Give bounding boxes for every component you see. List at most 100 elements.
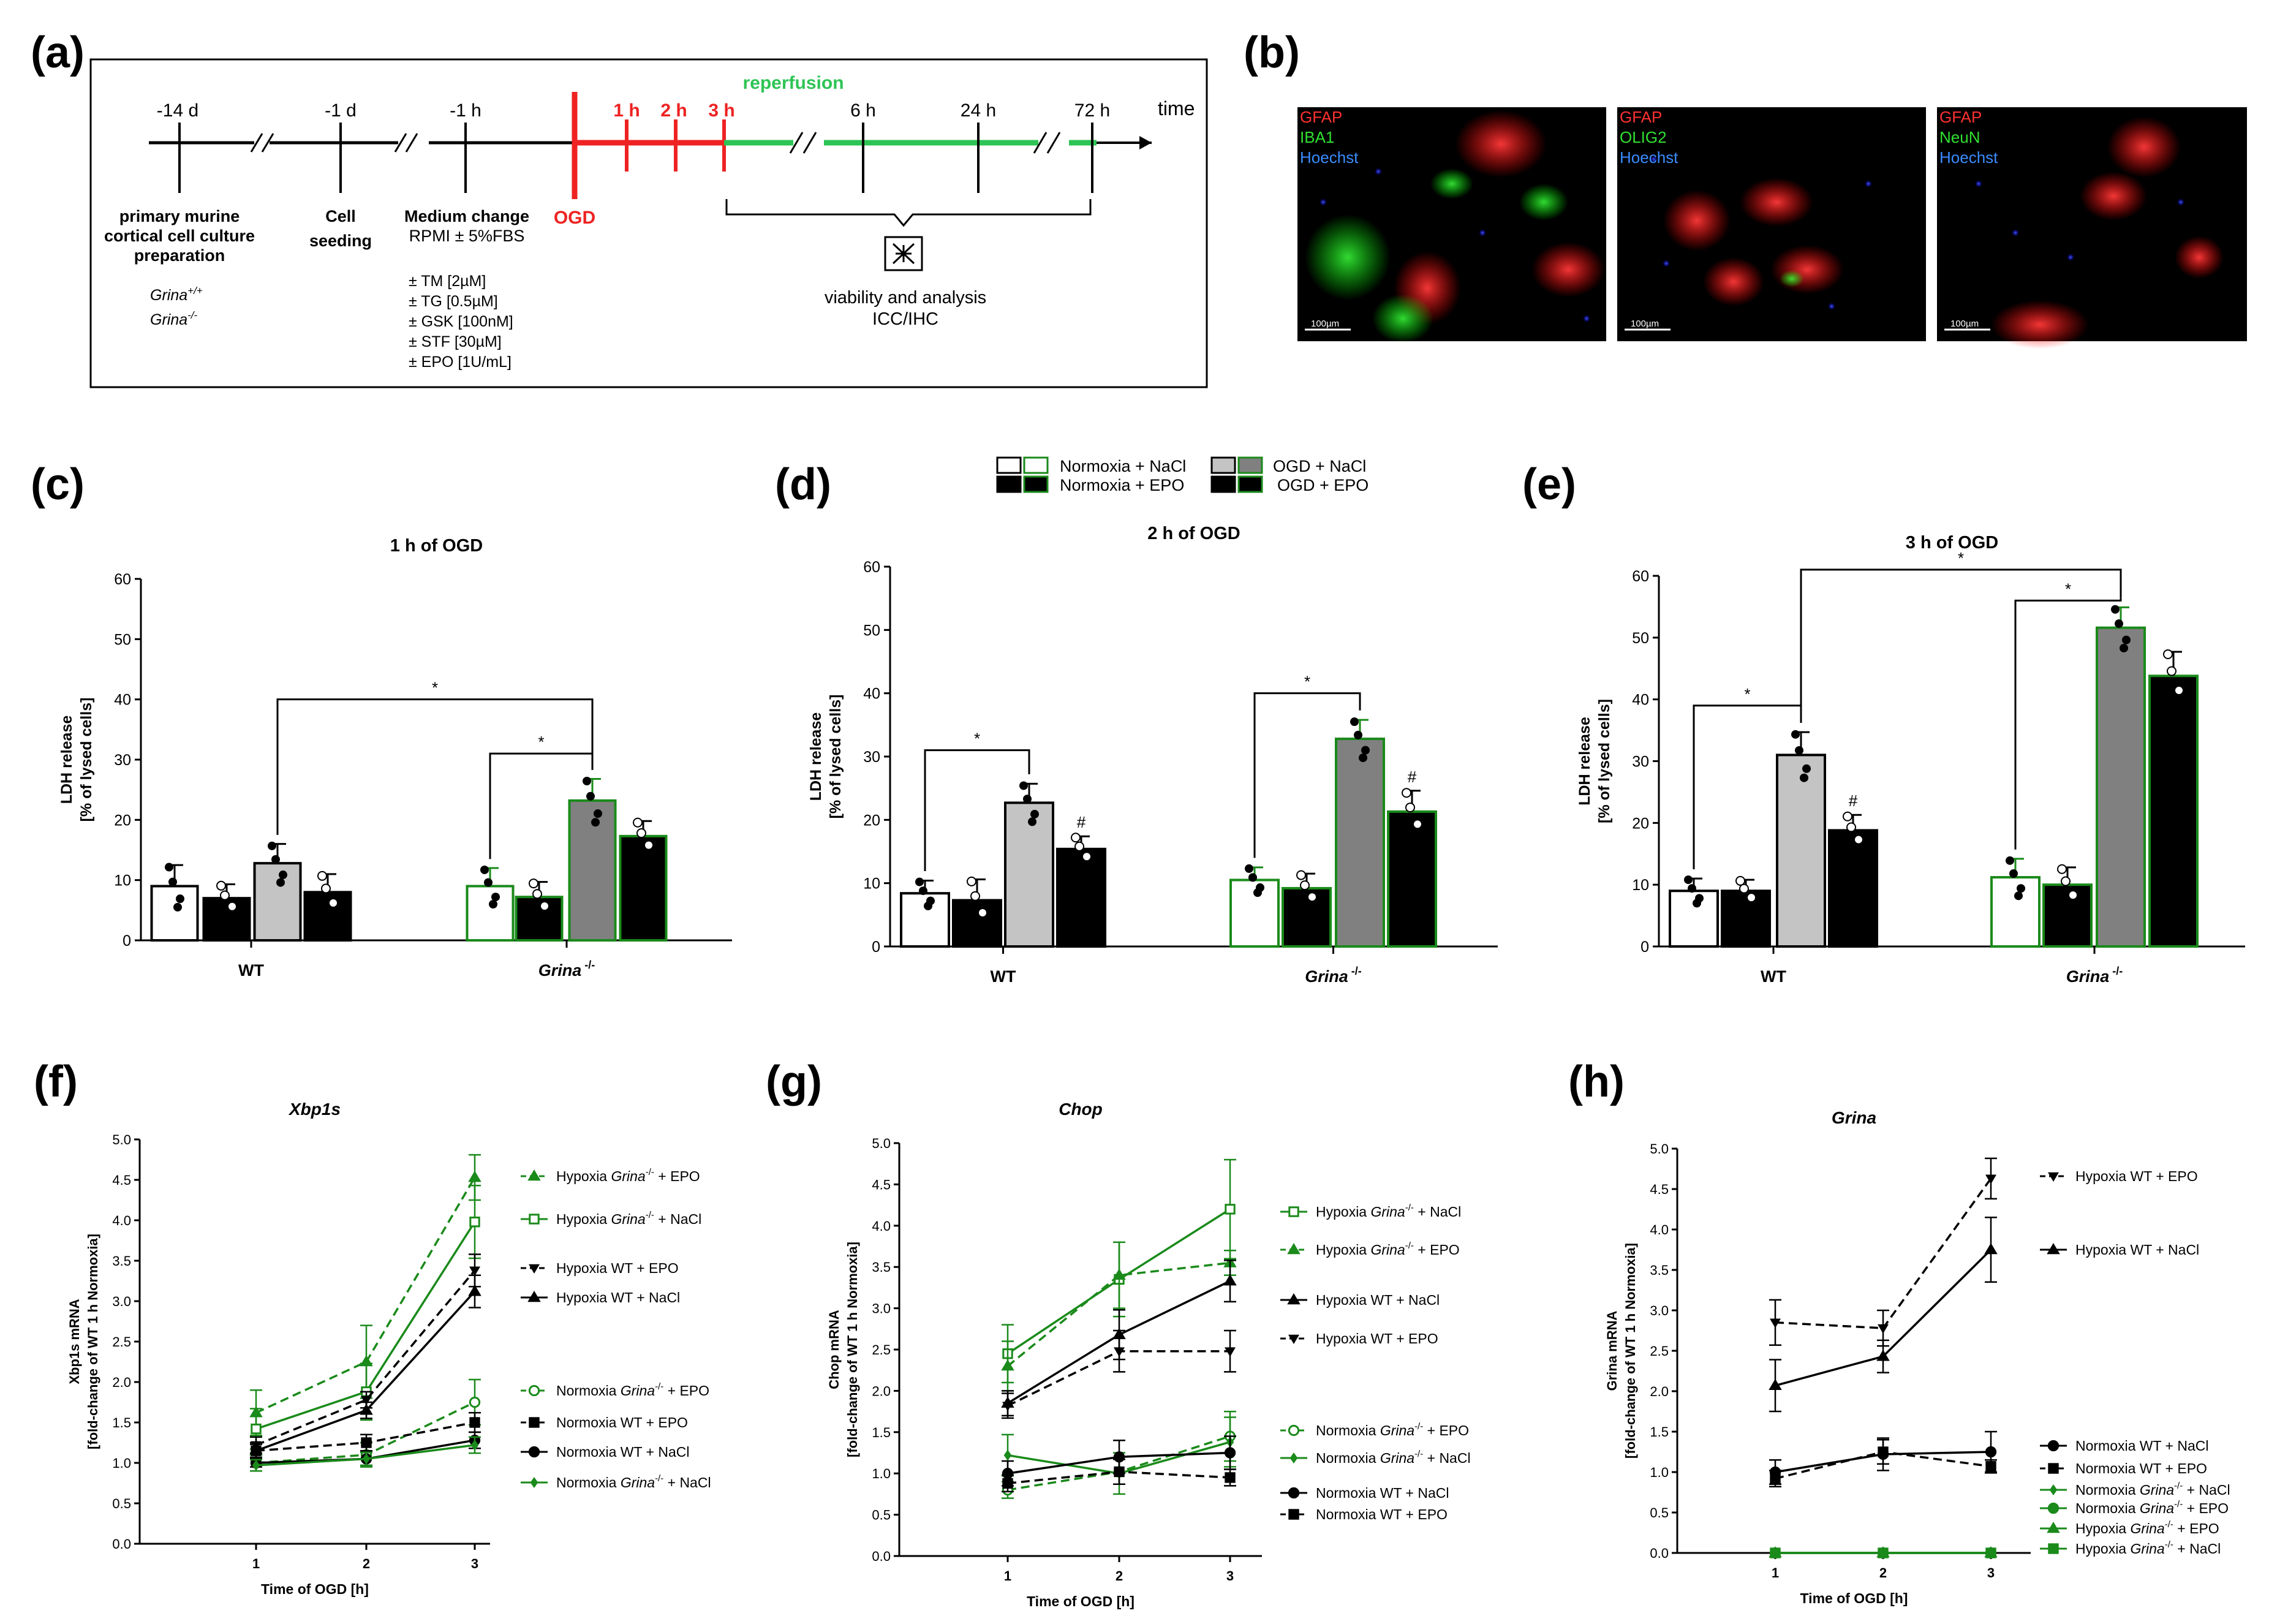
astrocyte	[2107, 116, 2181, 178]
microglia	[1519, 184, 1568, 221]
data-point	[919, 886, 927, 896]
significance-bracket	[276, 698, 594, 835]
y-axis-label: Xbp1s mRNA [fold-change of WT 1 h Normoxi…	[67, 1234, 100, 1449]
legend-label: Normoxia WT + EPO	[556, 1414, 688, 1430]
bar-ogd-nacl	[253, 862, 302, 942]
marker-diamond	[1289, 1452, 1298, 1463]
marker-triangle	[468, 1171, 481, 1182]
legend-entry: Hypoxia WT + EPO	[1280, 1331, 1438, 1346]
astrocyte	[1455, 110, 1547, 178]
nucleus	[1865, 180, 1872, 187]
significance-mark: *	[1958, 549, 1964, 567]
analysis-label: ICC/IHC	[872, 309, 938, 329]
bar-ogd-nacl	[1004, 801, 1054, 948]
y-tick-label: 3.0	[1650, 1303, 1669, 1318]
y-axis-label: LDH release [% of lysed cells]	[807, 695, 844, 819]
series-normoxia-grina-nacl	[250, 1436, 481, 1472]
marker-triangle-down	[1288, 1334, 1299, 1344]
legend-label: Hypoxia Grina-/- + NaCl	[2075, 1539, 2221, 1557]
marker-diamond	[530, 1477, 538, 1488]
legend-label-text: Normoxia	[556, 1383, 621, 1399]
data-point	[2017, 884, 2025, 893]
y-tick-label: 0	[872, 939, 880, 956]
legend-label: Hypoxia WT + EPO	[1316, 1331, 1438, 1346]
data-point	[1802, 764, 1811, 773]
legend-label-text: Hypoxia	[2075, 1541, 2130, 1557]
marker-circle	[2047, 1440, 2060, 1452]
data-point	[2014, 891, 2023, 901]
y-tick-label: 4.5	[112, 1173, 131, 1188]
bar-ogd-nacl	[1335, 738, 1385, 948]
axis-break	[250, 133, 274, 153]
legend-label-sup: -/-	[655, 1381, 663, 1392]
y-tick-label: 10	[863, 875, 880, 893]
marker-triangle	[2047, 1522, 2060, 1533]
y-axis-label: LDH release [% of lysed cells]	[1576, 699, 1613, 823]
astrocyte	[1703, 257, 1764, 306]
marker-diamond	[2049, 1484, 2058, 1495]
panel-label-b: (b)	[1244, 28, 1300, 77]
data-point	[1739, 883, 1749, 894]
marker-square	[1288, 1509, 1299, 1520]
scale-bar-label: 100µm	[1950, 319, 1979, 329]
time-label: 24 h	[961, 100, 996, 121]
astrocyte	[1770, 245, 1844, 294]
legend-label-italic: Grina	[1380, 1422, 1414, 1438]
data-point	[220, 890, 230, 901]
reperfusion-label: reperfusion	[742, 73, 844, 93]
step-label: cortical cell culture	[104, 227, 255, 245]
data-point	[1071, 833, 1081, 843]
legend-label-sup: -/-	[2165, 1539, 2173, 1550]
legend-label-text: Normoxia	[1316, 1422, 1380, 1438]
y-tick-label: 3.5	[872, 1260, 891, 1275]
y-tick-label: 1.0	[872, 1466, 891, 1481]
series-hypoxia-grina-nacl	[1770, 1547, 1996, 1558]
y-axis-label-line: [% of lysed cells]	[78, 698, 95, 822]
y-tick-label: 10	[114, 872, 131, 889]
analysis-bracket	[725, 199, 1092, 227]
bar-normoxia-epo	[2042, 883, 2093, 948]
bar-chart-e: 3 h of OGD 0 10 20 30 40 50 60 LDH release [% of …	[1576, 533, 2245, 986]
chart-title: 1 h of OGD	[390, 536, 483, 556]
marker-square	[1114, 1466, 1125, 1478]
treatment-label: ± GSK [100nM]	[409, 313, 513, 330]
x-category-label: WT	[1761, 967, 1786, 986]
legend-label-text: Normoxia WT + NaCl	[2075, 1438, 2208, 1454]
micrograph-gfap-neun: 100µm GFAP NeuN Hoechst	[1937, 107, 2247, 349]
series-line	[255, 1177, 476, 1414]
legend-label-post: + NaCl	[1423, 1450, 1470, 1466]
legend-label-text: Normoxia WT + EPO	[1316, 1506, 1448, 1522]
legend-label-text: Hypoxia WT + EPO	[1316, 1331, 1438, 1346]
marker-circle	[528, 1384, 540, 1397]
legend-label-post: + NaCl	[654, 1211, 701, 1227]
legend-entry: Hypoxia WT + NaCl	[2040, 1242, 2199, 1258]
x-category-sup: -/-	[581, 959, 595, 971]
legend-entry: Normoxia WT + NaCl	[2040, 1438, 2208, 1454]
data-point	[1405, 803, 1415, 813]
y-tick-label: 2.0	[1650, 1384, 1669, 1399]
marker-circle	[1288, 1424, 1300, 1437]
chart-title: Grina	[1832, 1108, 1876, 1127]
legend-swatch-normoxia-nacl-wt	[996, 456, 1022, 474]
legend-entry: Normoxia Grina-/- + EPO	[2040, 1499, 2229, 1516]
significance-bracket	[1253, 692, 1361, 858]
significance-mark: *	[538, 733, 544, 751]
legend-label: Hypoxia WT + EPO	[556, 1260, 679, 1276]
x-axis-label: Time of OGD [h]	[1027, 1593, 1135, 1609]
y-axis-label: LDH release [% of lysed cells]	[58, 698, 95, 822]
legend-entry: Normoxia Grina-/- + EPO	[1280, 1421, 1469, 1438]
legend-label-text: Hypoxia	[556, 1211, 611, 1227]
y-tick-label: 40	[1632, 692, 1649, 709]
y-tick-label: 2.5	[112, 1334, 131, 1350]
y-tick-label: 3.5	[112, 1253, 131, 1269]
data-point	[1359, 753, 1367, 763]
marker-triangle	[360, 1403, 373, 1415]
data-point	[279, 871, 287, 880]
legend-label-italic: Grina	[621, 1383, 655, 1399]
bar-chart-legend: Normoxia + NaCl Normoxia + EPO OGD + NaC…	[996, 456, 1369, 494]
micrograph-gfap-olig2: 100µm GFAP OLIG2 Hoechst	[1617, 107, 1926, 341]
y-tick-label: 30	[1632, 753, 1649, 771]
marker-triangle-down	[1114, 1347, 1125, 1357]
data-point	[529, 878, 538, 889]
bar-chart-d: 2 h of OGD 0 10 20 30 40 50 60 LDH release [% of …	[807, 524, 1498, 986]
